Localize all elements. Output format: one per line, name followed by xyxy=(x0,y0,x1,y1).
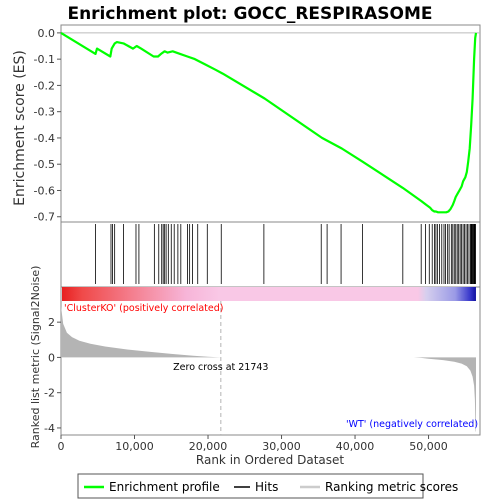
x-tick-label: 20,000 xyxy=(189,440,228,453)
es-tick-label: -0.4 xyxy=(34,132,55,145)
es-tick-label: -0.5 xyxy=(34,158,55,171)
es-tick-label: -0.7 xyxy=(34,211,55,224)
metric-tick-label: 2 xyxy=(48,316,55,329)
x-tick-label: 50,000 xyxy=(409,440,448,453)
x-axis-title: Rank in Ordered Dataset xyxy=(196,453,344,467)
x-tick-label: 0 xyxy=(58,440,65,453)
enrichment-profile-line xyxy=(60,31,478,214)
metric-tick-label: -4 xyxy=(44,422,55,435)
x-axis: 0 10,000 20,000 30,000 40,000 50,000 xyxy=(58,435,448,453)
negative-correlation-label: 'WT' (negatively correlated) xyxy=(346,419,478,430)
ranking-metric-area xyxy=(61,306,476,432)
es-panel-frame xyxy=(60,24,481,223)
x-tick-label: 10,000 xyxy=(115,440,154,453)
es-tick-label: 0.0 xyxy=(38,27,56,40)
ranking-heat-strip xyxy=(62,287,476,301)
es-panel: 0.0 -0.1 -0.2 -0.3 -0.4 -0.5 -0.6 -0.7 xyxy=(34,27,480,224)
chart-title: Enrichment plot: GOCC_RESPIRASOME xyxy=(67,4,432,24)
hits-panel xyxy=(62,224,476,301)
es-tick-label: -0.1 xyxy=(34,53,55,66)
es-tick-label: -0.2 xyxy=(34,79,55,92)
legend: Enrichment profile Hits Ranking metric sco… xyxy=(77,473,458,499)
x-tick-label: 30,000 xyxy=(262,440,301,453)
x-tick-label: 40,000 xyxy=(336,440,375,453)
metric-panel: 2 0 -2 -4 Zero cross at 21743 'ClusterKO' (po… xyxy=(44,301,478,435)
positive-correlation-label: 'ClusterKO' (positively correlated) xyxy=(64,303,223,314)
legend-label: Hits xyxy=(255,480,278,494)
es-tick-label: -0.6 xyxy=(34,184,55,197)
legend-label: Ranking metric scores xyxy=(325,480,458,494)
es-axis-title: Enrichment score (ES) xyxy=(12,50,28,206)
metric-tick-label: -2 xyxy=(44,387,55,400)
zero-cross-label: Zero cross at 21743 xyxy=(173,362,268,373)
metric-axis-title: Ranked list metric (Signal2Noise) xyxy=(29,266,42,449)
es-tick-label: -0.3 xyxy=(34,106,55,119)
legend-label: Enrichment profile xyxy=(109,480,220,494)
legend-box xyxy=(77,473,424,499)
metric-tick-label: 0 xyxy=(48,351,55,364)
